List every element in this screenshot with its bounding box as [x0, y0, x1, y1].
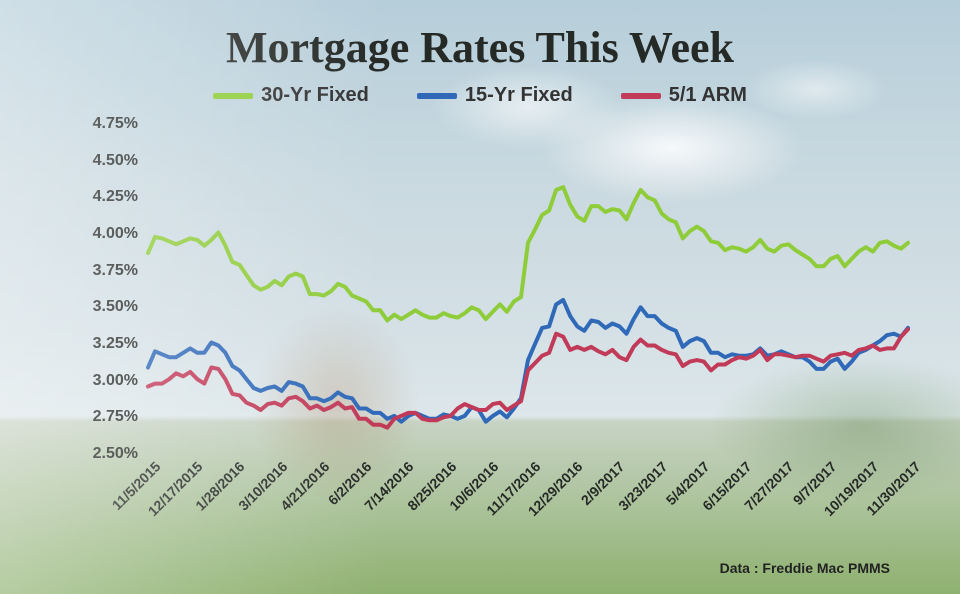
data-source-label: Data : Freddie Mac PMMS	[720, 560, 890, 576]
chart-plot-area: 2.50%2.75%3.00%3.25%3.50%3.75%4.00%4.25%…	[148, 124, 908, 454]
y-axis-tick: 3.00%	[78, 372, 138, 390]
y-axis-tick: 4.00%	[78, 225, 138, 243]
legend-label: 5/1 ARM	[669, 84, 747, 107]
y-axis-tick: 3.50%	[78, 298, 138, 316]
y-axis-tick: 4.25%	[78, 188, 138, 206]
y-axis-tick: 3.25%	[78, 335, 138, 353]
y-axis-tick: 4.75%	[78, 115, 138, 133]
legend-label: 30-Yr Fixed	[261, 84, 369, 107]
series-line	[148, 300, 908, 422]
legend-item-30yr: 30-Yr Fixed	[213, 84, 369, 107]
y-axis-tick: 2.75%	[78, 408, 138, 426]
legend-swatch	[417, 93, 457, 99]
series-line	[148, 329, 908, 427]
y-axis-tick: 4.50%	[78, 152, 138, 170]
chart-background: Mortgage Rates This Week 30-Yr Fixed 15-…	[0, 0, 960, 594]
legend-swatch	[621, 93, 661, 99]
legend-label: 15-Yr Fixed	[465, 84, 573, 107]
y-axis-tick: 3.75%	[78, 262, 138, 280]
chart-svg	[148, 124, 908, 454]
chart-title: Mortgage Rates This Week	[0, 22, 960, 73]
series-line	[148, 187, 908, 320]
legend-swatch	[213, 93, 253, 99]
y-axis-tick: 2.50%	[78, 445, 138, 463]
legend-item-arm: 5/1 ARM	[621, 84, 747, 107]
legend-item-15yr: 15-Yr Fixed	[417, 84, 573, 107]
legend: 30-Yr Fixed 15-Yr Fixed 5/1 ARM	[0, 84, 960, 107]
